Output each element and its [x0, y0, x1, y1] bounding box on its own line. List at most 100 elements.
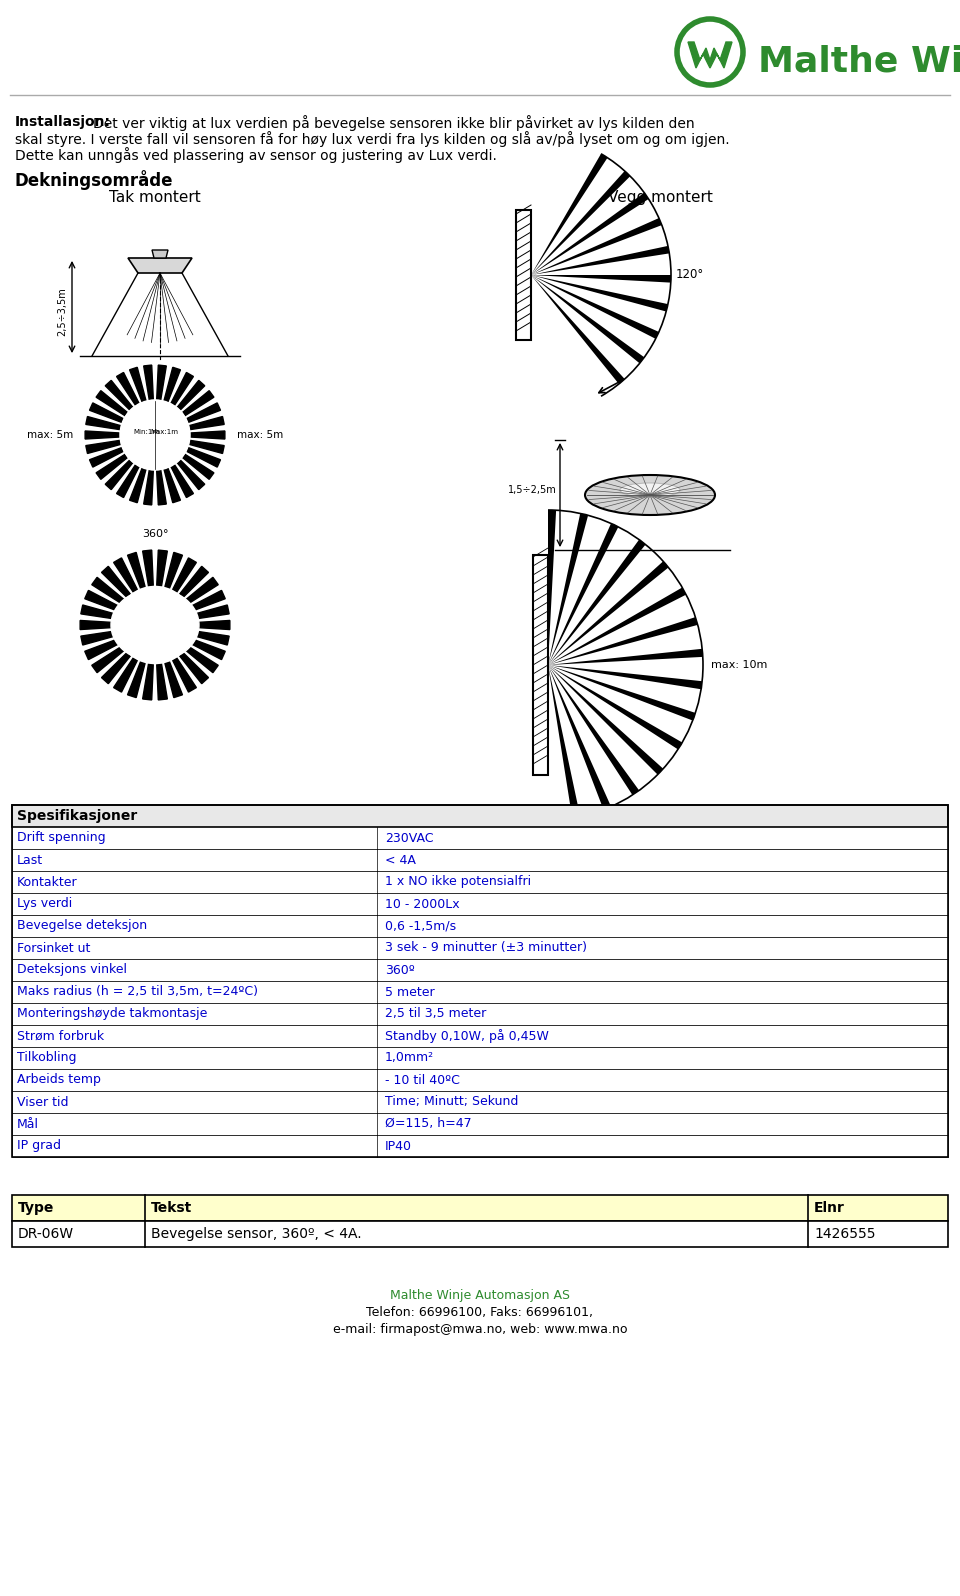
Text: Malthe Winje Automasjon AS: Malthe Winje Automasjon AS	[390, 1290, 570, 1302]
Polygon shape	[130, 469, 146, 503]
Polygon shape	[106, 460, 132, 490]
Polygon shape	[190, 591, 226, 611]
Text: 1426555: 1426555	[814, 1227, 876, 1242]
Text: 360°: 360°	[142, 528, 168, 539]
Bar	[12, 959, 948, 982]
Wedge shape	[531, 246, 669, 275]
Ellipse shape	[111, 589, 199, 661]
Text: Maks radius (h = 2,5 til 3,5m, t=24ºC): Maks radius (h = 2,5 til 3,5m, t=24ºC)	[17, 985, 258, 999]
Bar	[12, 804, 948, 827]
Text: Monteringshøyde takmontasje: Monteringshøyde takmontasje	[17, 1007, 207, 1020]
Bar	[12, 1069, 948, 1092]
Polygon shape	[156, 664, 167, 701]
Wedge shape	[548, 666, 695, 720]
Text: Max:1m: Max:1m	[150, 429, 178, 436]
Bar	[12, 849, 948, 871]
Bar	[12, 915, 948, 937]
Text: Tilkobling: Tilkobling	[17, 1052, 77, 1065]
Text: Bevegelse deteksjon: Bevegelse deteksjon	[17, 919, 147, 932]
Bar	[12, 937, 948, 959]
Polygon shape	[171, 464, 193, 498]
Text: Det ver viktig at lux verdien på bevegelse sensoren ikke blir påvirket av lys ki: Det ver viktig at lux verdien på bevegel…	[93, 115, 695, 131]
Polygon shape	[96, 455, 127, 479]
Polygon shape	[116, 372, 139, 405]
Text: 1 x NO ikke potensialfri: 1 x NO ikke potensialfri	[385, 876, 531, 889]
Polygon shape	[156, 471, 166, 504]
Text: IP40: IP40	[385, 1140, 412, 1152]
Polygon shape	[165, 552, 182, 587]
Ellipse shape	[620, 484, 680, 496]
Wedge shape	[531, 193, 649, 275]
Polygon shape	[102, 567, 131, 597]
Polygon shape	[89, 448, 123, 468]
Polygon shape	[143, 664, 154, 701]
Wedge shape	[548, 523, 618, 666]
Bar	[12, 804, 948, 1157]
Text: max: 5m: max: 5m	[27, 429, 73, 440]
Text: < 4A: < 4A	[385, 854, 416, 867]
Polygon shape	[143, 551, 154, 586]
Polygon shape	[85, 417, 120, 429]
Polygon shape	[688, 41, 732, 69]
Bar	[12, 871, 948, 894]
Polygon shape	[128, 552, 145, 587]
Polygon shape	[156, 551, 167, 586]
Text: 360º: 360º	[385, 964, 415, 977]
Wedge shape	[548, 666, 612, 809]
Text: Deteksjons vinkel: Deteksjons vinkel	[17, 964, 127, 977]
Text: Standby 0,10W, på 0,45W: Standby 0,10W, på 0,45W	[385, 1029, 549, 1042]
Wedge shape	[548, 539, 645, 666]
Text: 2,5 til 3,5 meter: 2,5 til 3,5 meter	[385, 1007, 487, 1020]
Text: Tak montert: Tak montert	[109, 190, 201, 204]
Polygon shape	[164, 469, 180, 503]
Polygon shape	[191, 431, 225, 439]
Bar	[12, 894, 948, 915]
Wedge shape	[548, 562, 668, 666]
Text: Ø=115, h=47: Ø=115, h=47	[385, 1117, 471, 1130]
Text: Kontakter: Kontakter	[17, 876, 78, 889]
Polygon shape	[165, 662, 182, 697]
Text: Min:1m: Min:1m	[132, 429, 159, 436]
Bar	[12, 1047, 948, 1069]
Text: Last: Last	[17, 854, 43, 867]
Polygon shape	[194, 630, 229, 645]
Polygon shape	[102, 653, 131, 683]
Text: Elnr: Elnr	[814, 1202, 845, 1215]
Text: IP grad: IP grad	[17, 1140, 61, 1152]
Text: 5 meter: 5 meter	[385, 985, 435, 999]
Polygon shape	[84, 638, 119, 659]
Polygon shape	[81, 605, 116, 619]
Bar	[12, 1112, 948, 1135]
Polygon shape	[85, 431, 119, 439]
Text: Telefon: 66996100, Faks: 66996101,: Telefon: 66996100, Faks: 66996101,	[367, 1306, 593, 1318]
Text: 120°: 120°	[676, 268, 705, 281]
Wedge shape	[531, 219, 661, 275]
Polygon shape	[84, 591, 119, 611]
Text: Dette kan unngås ved plassering av sensor og justering av Lux verdi.: Dette kan unngås ved plassering av senso…	[15, 147, 497, 163]
Wedge shape	[548, 618, 698, 666]
Polygon shape	[187, 448, 221, 468]
Wedge shape	[548, 666, 663, 774]
Polygon shape	[173, 659, 197, 693]
Text: Tekst: Tekst	[151, 1202, 192, 1215]
Polygon shape	[180, 653, 208, 683]
Text: 2,5÷3,5m: 2,5÷3,5m	[57, 287, 67, 337]
Polygon shape	[144, 365, 154, 399]
Wedge shape	[548, 511, 556, 666]
Bar	[12, 982, 948, 1002]
Polygon shape	[164, 367, 180, 402]
Text: e-mail: firmapost@mwa.no, web: www.mwa.no: e-mail: firmapost@mwa.no, web: www.mwa.n…	[333, 1323, 627, 1336]
Bar	[12, 1025, 948, 1047]
Text: Arbeids temp: Arbeids temp	[17, 1074, 101, 1087]
Polygon shape	[195, 621, 229, 629]
Polygon shape	[194, 605, 229, 619]
Polygon shape	[190, 440, 225, 453]
Polygon shape	[156, 365, 166, 399]
Bar	[12, 1195, 948, 1221]
Wedge shape	[548, 666, 683, 750]
Polygon shape	[106, 380, 132, 410]
Text: skal styre. I verste fall vil sensoren få for høy lux verdi fra lys kilden og sl: skal styre. I verste fall vil sensoren f…	[15, 131, 730, 147]
Bar	[12, 1135, 948, 1157]
Polygon shape	[190, 638, 226, 659]
Text: Forsinket ut: Forsinket ut	[17, 942, 90, 954]
